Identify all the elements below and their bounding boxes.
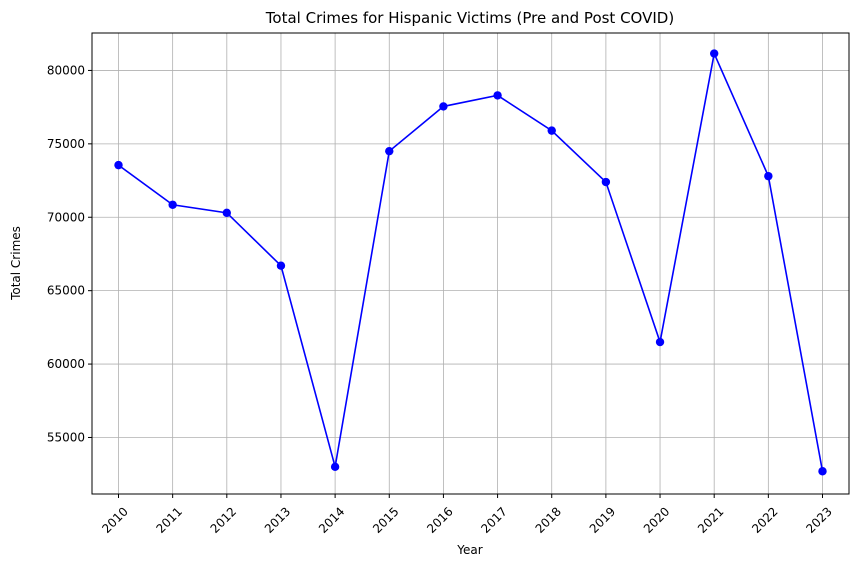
x-axis-label: Year: [456, 543, 482, 557]
y-tick-label: 70000: [47, 210, 85, 224]
data-point: [655, 337, 665, 347]
data-point: [709, 49, 719, 58]
series-layer: [114, 49, 827, 476]
x-tick-label: 2021: [695, 504, 726, 535]
x-tick-label: 2013: [262, 504, 293, 535]
series-line: [118, 50, 824, 472]
x-tick-label: 2015: [370, 504, 401, 535]
data-point: [764, 171, 773, 181]
data-point: [114, 160, 123, 170]
data-point: [818, 467, 827, 476]
data-point: [385, 146, 394, 156]
x-tick-label: 2022: [749, 504, 780, 535]
x-tick-label: 2018: [533, 504, 564, 535]
data-point: [493, 91, 502, 100]
grid-lines: [92, 33, 849, 494]
x-tick-label: 2016: [424, 504, 455, 535]
y-tick-label: 60000: [47, 357, 85, 371]
data-point: [276, 261, 286, 270]
y-axis-label: Total Crimes: [9, 226, 23, 301]
data-point: [601, 177, 611, 187]
x-tick-label: 2014: [316, 504, 347, 535]
x-axis: 2010 2011 2012 2013 2014 2015 2016 2017 2018 2019…: [99, 494, 835, 536]
x-tick-label: 2012: [208, 504, 239, 535]
x-tick-label: 2023: [803, 504, 834, 535]
x-tick-label: 2020: [641, 504, 672, 535]
plot-frame: [91, 32, 850, 495]
x-tick-label: 2011: [153, 504, 184, 535]
y-tick-label: 55000: [47, 430, 85, 444]
x-tick-label: 2019: [587, 504, 618, 535]
x-tick-label: 2010: [99, 504, 130, 535]
y-tick-label: 65000: [47, 284, 85, 298]
data-point: [547, 126, 556, 135]
data-point: [439, 102, 448, 111]
data-point: [330, 462, 340, 472]
chart-title: Total Crimes for Hispanic Victims (Pre a…: [265, 9, 674, 27]
y-axis: 55000 60000 65000 70000 75000 80000: [47, 63, 92, 444]
y-tick-label: 75000: [47, 137, 85, 151]
x-tick-label: 2017: [478, 504, 509, 535]
y-tick-label: 80000: [47, 63, 85, 77]
data-point: [222, 208, 232, 218]
data-point: [168, 200, 177, 209]
